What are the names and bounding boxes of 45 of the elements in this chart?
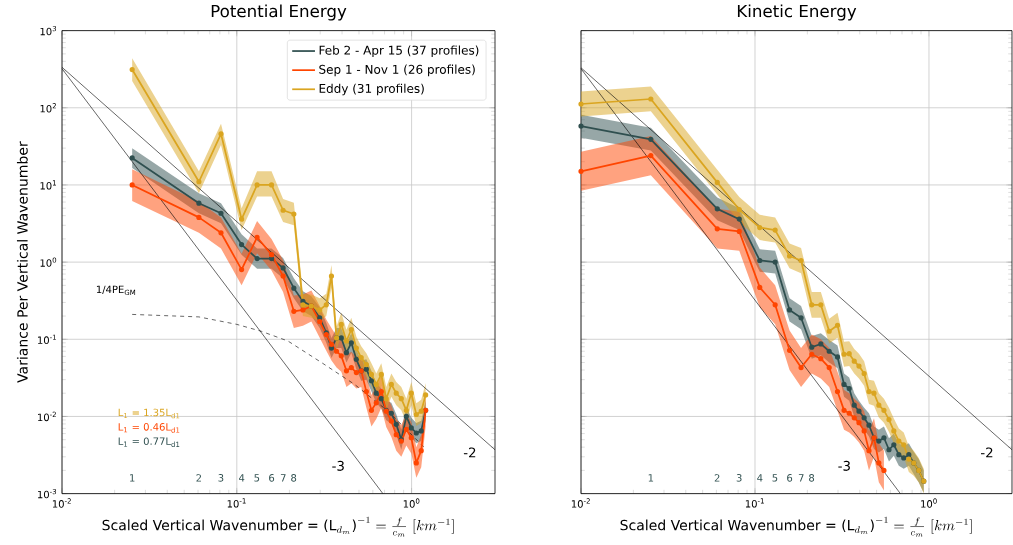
x-tick-label: 10$^{-2}$ [571,498,590,508]
y-tick-label: 10$^{1}$ [40,180,56,190]
x-axis-title: $\text{Scaled Vertical Wavenumber = (L}_{d_m}\text{)}^{-1} = \frac{f}{c_m}\ [km^{-1}]$ [102,516,454,537]
annotation: L$_{1}$ = 0.46L$_{d1}$ [118,423,180,433]
annotation: 6 [269,474,275,482]
annotation: 5 [772,474,778,482]
x-tick-label: 10$^{-1}$ [227,498,246,508]
x-tick-label: 10$^{-1}$ [745,498,764,508]
x-axis-title: $\text{Scaled Vertical Wavenumber = (L}_{d_m}\text{)}^{-1} = \frac{f}{c_m}\ [km^{-1}]$ [620,516,972,537]
annotation: 1 [130,474,135,482]
annotation: 5 [254,474,260,482]
y-axis-title: Variance Per Vertical Wavenumber [16,141,28,383]
y-tick-label: 10$^{-2}$ [38,411,56,422]
annotation: -3 [332,460,344,472]
y-tick-label: 10$^{-1}$ [38,334,56,345]
annotation: 2 [196,474,202,482]
y-tick-label: 10$^{3}$ [40,26,57,36]
annotation: -2 [463,447,476,458]
legend-label: Eddy (31 profiles) [319,83,424,96]
annotation: 1/4PE$_{GM}$ [96,285,136,296]
x-tick-label: 10$^{0}$ [921,498,937,508]
chart-title: Potential Energy [211,4,347,21]
x-tick-label: 10$^{0}$ [403,498,420,508]
annotation: L$_{1}$ = 1.35L$_{d1}$ [118,408,180,419]
legend-label: Feb 2 - Apr 15 (37 profiles) [319,45,479,58]
annotation: L$_{1}$ = 0.77L$_{d1}$ [118,437,180,448]
annotation: 8 [291,474,297,482]
annotation: 4 [239,474,245,482]
annotation: -2 [981,447,993,458]
y-tick-label: 10$^{0}$ [40,257,57,267]
x-tick-label: 10$^{-2}$ [52,498,71,508]
annotation: -3 [838,460,850,472]
annotation: 3 [218,474,224,482]
annotation: 8 [809,474,815,482]
legend-label: Sep 1 - Nov 1 (26 profiles) [319,64,475,77]
annotation: 4 [757,474,763,482]
annotation: 6 [787,474,793,482]
chart-title: Kinetic Energy [737,4,857,21]
annotation: 7 [798,474,804,482]
y-tick-label: 10$^{-3}$ [38,489,57,499]
annotation: 7 [280,474,286,482]
annotation: 1 [648,474,654,482]
y-tick-label: 10$^{2}$ [40,103,56,113]
annotation: 3 [736,474,742,482]
annotation: 2 [714,474,720,482]
